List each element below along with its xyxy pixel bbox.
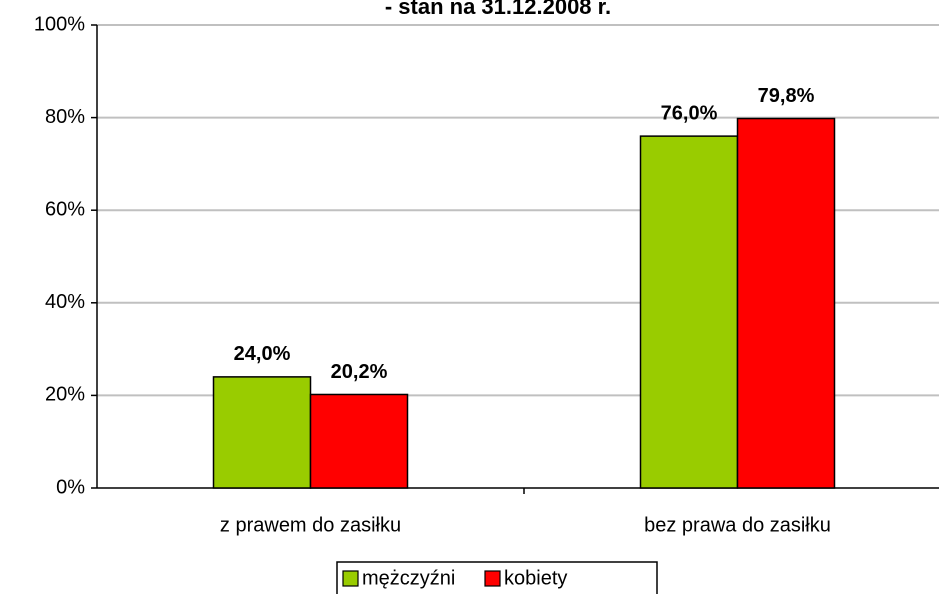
value-label: 24,0% bbox=[234, 343, 291, 365]
value-label: 76,0% bbox=[661, 102, 718, 124]
y-tick-label: 0% bbox=[56, 476, 85, 498]
y-tick-label: 40% bbox=[45, 291, 85, 313]
x-tick-label: bez prawa do zasiłku bbox=[644, 514, 831, 536]
bar bbox=[639, 135, 739, 489]
bar bbox=[212, 376, 312, 489]
chart-title: - stan na 31.12.2008 r. bbox=[385, 0, 611, 19]
legend-swatch bbox=[484, 570, 501, 587]
x-tick-label: z prawem do zasiłku bbox=[220, 514, 401, 536]
value-label: 20,2% bbox=[331, 361, 388, 383]
bar bbox=[309, 393, 409, 489]
legend-label: mężczyźni bbox=[362, 567, 455, 589]
bar bbox=[736, 117, 836, 489]
legend-swatch bbox=[342, 570, 359, 587]
y-tick-label: 80% bbox=[45, 106, 85, 128]
y-tick-label: 60% bbox=[45, 198, 85, 220]
legend: mężczyźni kobiety bbox=[336, 561, 658, 594]
value-label: 79,8% bbox=[758, 85, 815, 107]
y-tick-label: 20% bbox=[45, 384, 85, 406]
legend-label: kobiety bbox=[504, 567, 567, 589]
y-tick-label: 100% bbox=[34, 13, 85, 35]
